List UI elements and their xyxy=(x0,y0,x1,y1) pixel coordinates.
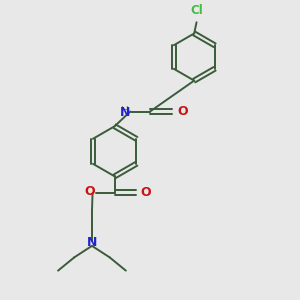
Text: N: N xyxy=(87,236,97,249)
Text: N: N xyxy=(120,106,130,118)
Text: O: O xyxy=(141,186,152,199)
Text: O: O xyxy=(84,185,95,199)
Text: Cl: Cl xyxy=(191,4,203,17)
Text: O: O xyxy=(177,105,188,118)
Text: H: H xyxy=(121,106,128,116)
